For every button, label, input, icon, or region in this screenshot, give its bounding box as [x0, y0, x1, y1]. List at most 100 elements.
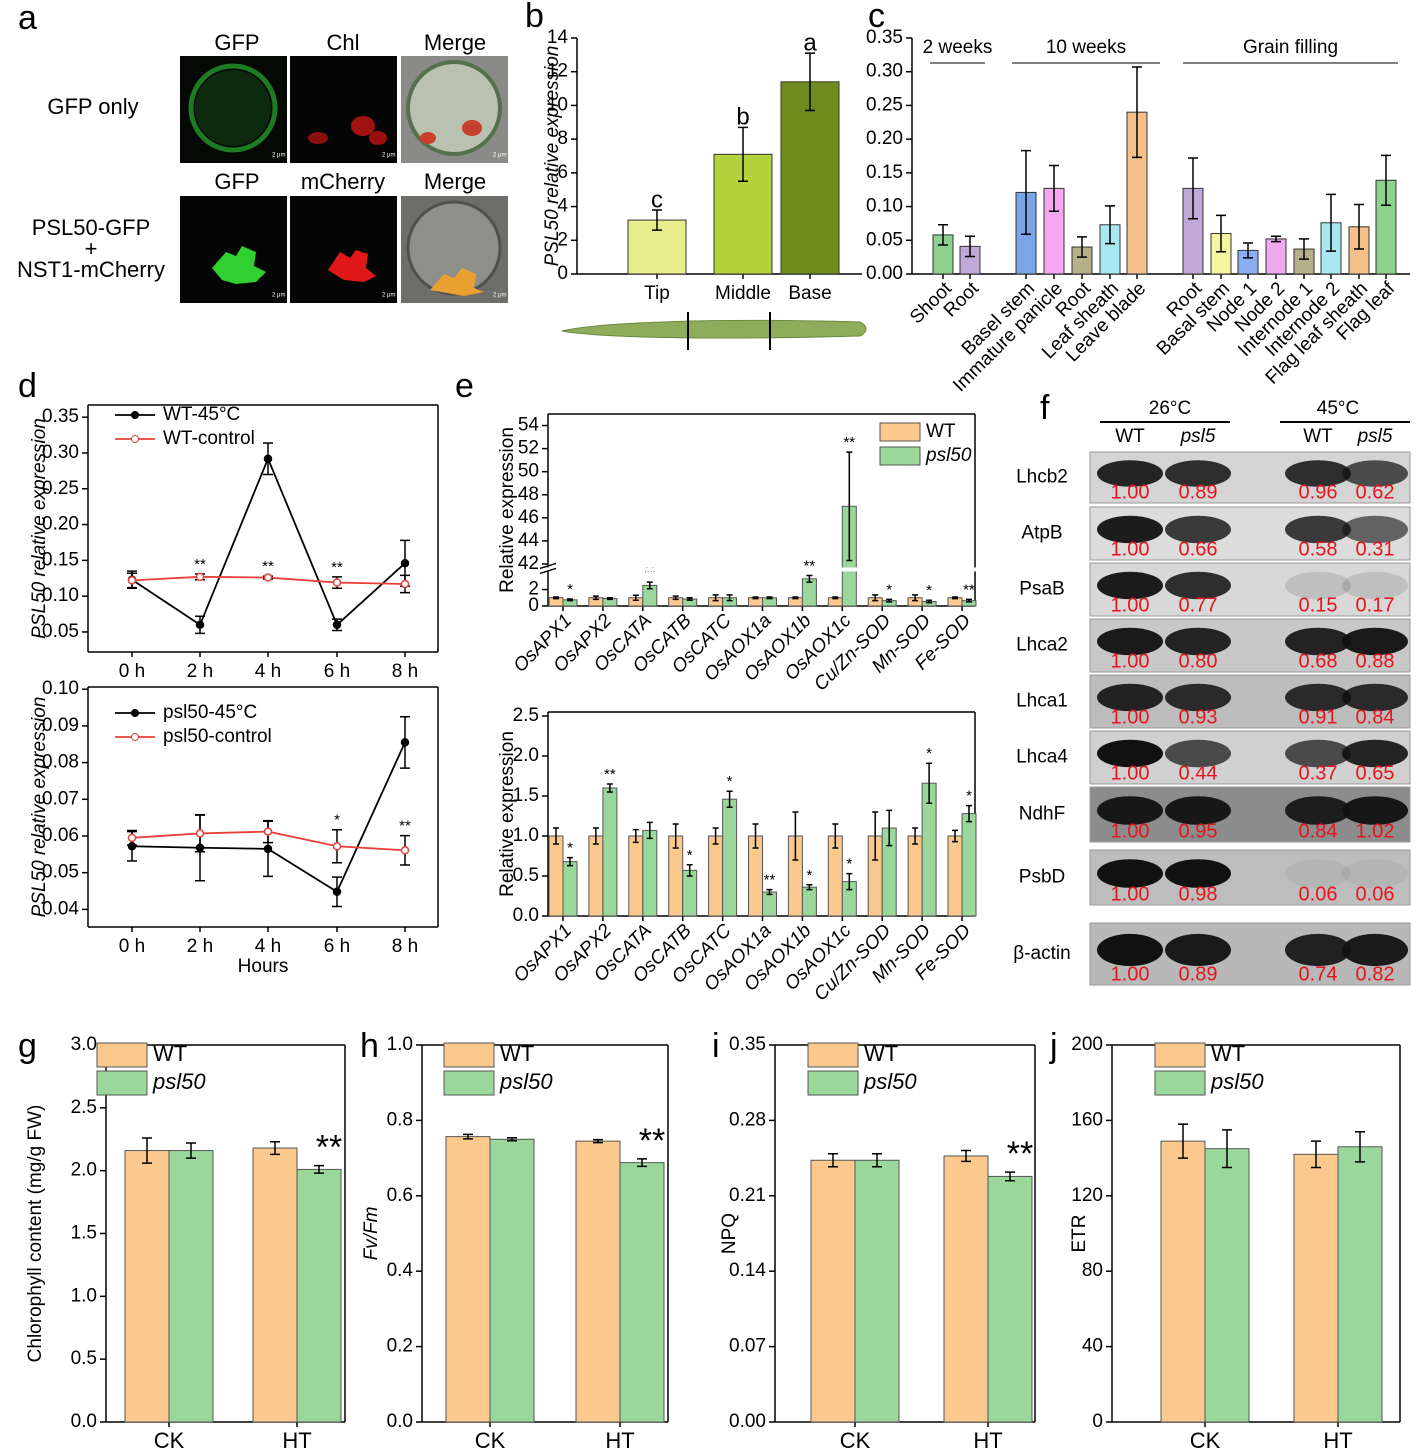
y-axis-label: Relative expression: [497, 427, 518, 593]
blot-band: [1165, 739, 1231, 768]
marker: [127, 833, 137, 843]
y-tick-label: 200: [1071, 1034, 1103, 1055]
marker: [400, 558, 410, 568]
error-bar: [1354, 203, 1364, 250]
error-bar: [966, 804, 972, 823]
marker: [127, 576, 137, 585]
band-intensity: 0.84: [1299, 820, 1338, 842]
scale-bar-label: 2 μm: [272, 293, 285, 299]
error-bar: [553, 827, 559, 845]
error-bar: [712, 594, 719, 602]
marker: [332, 620, 342, 630]
legend-swatch: [96, 1042, 148, 1068]
legend-swatch: [1154, 1042, 1206, 1068]
group-label: 2 weeks: [923, 37, 993, 58]
band-intensity: 1.02: [1356, 820, 1395, 842]
legend-label: WT: [864, 1041, 898, 1066]
blot-band: [1285, 859, 1351, 888]
bar: [801, 578, 817, 607]
temperature: 45°C: [1317, 398, 1359, 419]
band-intensity: 0.37: [1299, 762, 1338, 784]
y-tick-label: 0.05: [42, 862, 79, 883]
genotype: WT: [1115, 426, 1145, 447]
y-tick-label: 48: [518, 484, 539, 505]
error-bar: [553, 596, 559, 600]
y-tick-label: 0.10: [42, 585, 79, 606]
band-intensity: 0.44: [1179, 762, 1218, 784]
y-tick-label: 52: [518, 438, 539, 459]
error-bar: [1021, 149, 1031, 235]
y-tick-label: 0.0: [513, 905, 539, 926]
legend-label: WT: [153, 1041, 187, 1066]
y-tick-label: 50: [518, 461, 539, 482]
marker: [400, 579, 410, 589]
legend-swatch: [131, 709, 139, 717]
protein-label: Lhcb2: [1016, 467, 1068, 488]
error-bar: [828, 1153, 838, 1168]
y-tick-label: 80: [1082, 1260, 1103, 1281]
y-tick-label: 0: [528, 595, 539, 616]
x-tick-label: Base: [788, 283, 831, 304]
error-bar: [606, 783, 613, 793]
y-tick-label: 0.07: [729, 1336, 766, 1357]
error-bar: [766, 888, 773, 896]
error-bar: [805, 52, 815, 112]
axis-break: [540, 567, 983, 572]
row-label: +: [85, 236, 98, 261]
x-tick-label: HT: [1323, 1428, 1352, 1451]
band-intensity: 1.00: [1111, 594, 1150, 616]
error-bar: [872, 1153, 882, 1168]
x-tick-label: CK: [154, 1428, 185, 1451]
y-tick-label: 10: [547, 94, 568, 115]
bar: [489, 1138, 535, 1423]
error-bar: [1049, 164, 1059, 213]
error-bar: [832, 823, 839, 849]
y-tick-label: 0.21: [729, 1185, 766, 1206]
annotation: **: [331, 559, 343, 576]
y-tick-label: 0.5: [513, 865, 539, 886]
bar: [628, 835, 644, 917]
error-bar: [938, 224, 948, 246]
bar: [602, 787, 618, 917]
y-tick-label: 2.5: [513, 705, 539, 726]
bar: [987, 1175, 1033, 1423]
bar: [445, 1136, 491, 1423]
error-bar: [672, 823, 679, 849]
column-title: Merge: [424, 169, 486, 194]
column-title: mCherry: [301, 169, 385, 194]
y-tick-label: 1.0: [71, 1285, 97, 1306]
legend-label: psl50-45°C: [163, 702, 257, 723]
annotation: *: [687, 847, 693, 864]
y-tick-label: 0.00: [729, 1411, 766, 1432]
x-tick-label: Middle: [715, 283, 771, 304]
legend-swatch: [96, 1070, 148, 1096]
band-intensity: 0.17: [1356, 594, 1395, 616]
error-bar: [965, 235, 975, 258]
y-tick-label: 42: [518, 553, 539, 574]
error-bar: [1132, 66, 1142, 159]
bar: [124, 1150, 170, 1423]
column-title: Chl: [326, 30, 359, 55]
error-bar: [507, 1136, 517, 1142]
blot-band: [1097, 683, 1163, 712]
legend-swatch: [807, 1042, 859, 1068]
blot-band: [1165, 859, 1231, 888]
y-axis-label: Relative expression: [497, 731, 518, 897]
error-bar: [1178, 1123, 1188, 1159]
error-bar: [926, 599, 933, 604]
marker: [332, 887, 342, 897]
marker: [263, 454, 273, 463]
error-bar: [886, 809, 893, 847]
legend-label: WT-control: [163, 428, 255, 449]
y-tick-label: 0.25: [866, 94, 903, 115]
error-bar: [1355, 1130, 1365, 1163]
error-bar: [752, 823, 759, 849]
error-bar: [792, 811, 799, 861]
annotation: b: [736, 104, 749, 131]
row-label: PSL50-GFP: [32, 215, 151, 240]
band-intensity: 1.00: [1111, 538, 1150, 560]
error-bar: [872, 594, 879, 602]
annotation: **: [963, 581, 975, 598]
bar: [780, 81, 840, 275]
